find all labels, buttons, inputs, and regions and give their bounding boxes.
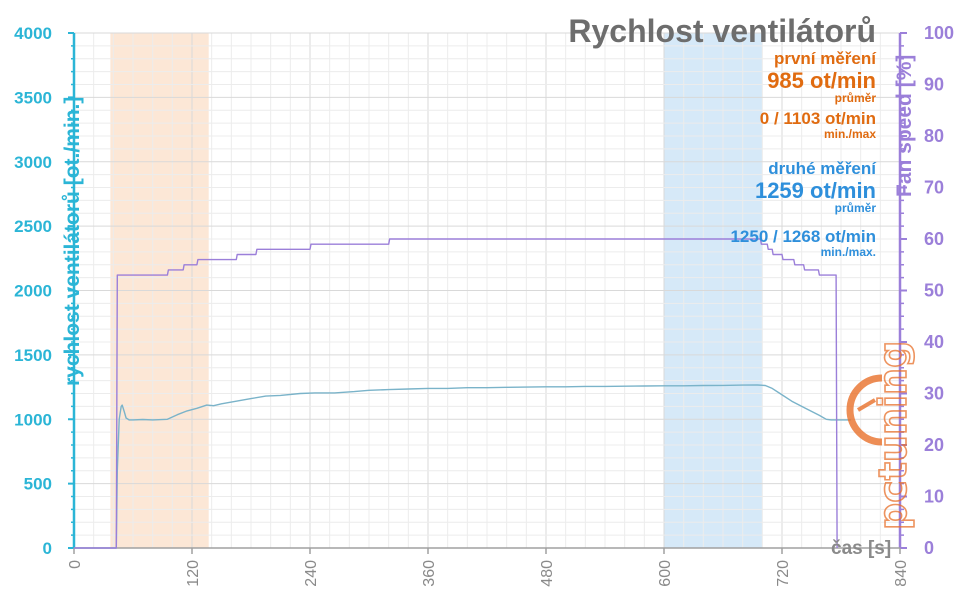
first-heading: první měření [774, 49, 877, 68]
y-tick-right-label: 20 [924, 435, 944, 455]
tick-labels: 0500100015002000250030003500400001020304… [14, 23, 954, 587]
logo-needle-icon [856, 398, 877, 412]
y-tick-left-label: 4000 [14, 24, 52, 43]
y-tick-left-label: 500 [24, 475, 52, 494]
y-tick-right-label: 30 [924, 384, 944, 404]
y-axis-right-label: Fan speed [%] [893, 55, 916, 197]
second-heading: druhé měření [768, 159, 877, 178]
first-minmax-value: 0 / 1103 ot/min [760, 109, 876, 128]
y-tick-right-label: 40 [924, 332, 944, 352]
series [74, 238, 851, 549]
y-tick-right-label: 50 [924, 281, 944, 301]
series-line-percent [74, 238, 838, 549]
second-measurement-annotation: druhé měření 1259 ot/min průměr 1250 / 1… [730, 159, 877, 259]
x-tick-label: 720 [775, 560, 792, 587]
y-tick-right-label: 80 [924, 126, 944, 146]
x-tick-label: 120 [185, 560, 202, 587]
grid [73, 32, 901, 549]
first-avg-label: průměr [835, 91, 877, 105]
y-tick-right-label: 60 [924, 229, 944, 249]
y-tick-right-label: 10 [924, 487, 944, 507]
x-tick-label: 360 [421, 560, 438, 587]
first-minmax-label: min./max [824, 127, 876, 141]
chart-title: Rychlost ventilátorů [568, 13, 876, 49]
x-axis-label: čas [s] [831, 538, 891, 559]
y-tick-right-label: 70 [924, 178, 944, 198]
y-tick-left-label: 3500 [14, 88, 52, 107]
y-axis-left-label: rychlost ventilátorů [ot./min.] [61, 97, 84, 386]
series-line-rpm [74, 384, 851, 549]
y-tick-right-label: 0 [924, 538, 934, 558]
pctuning-logo: pctuning [846, 340, 916, 531]
logo-text: pctuning [871, 341, 915, 530]
x-tick-label: 840 [893, 560, 910, 587]
y-tick-left-label: 2500 [14, 217, 52, 236]
first-avg-value: 985 ot/min [767, 68, 876, 93]
x-tick-label: 0 [67, 560, 84, 569]
second-avg-value: 1259 ot/min [755, 178, 876, 203]
y-tick-left-label: 3000 [14, 153, 52, 172]
second-avg-label: průměr [835, 201, 877, 215]
logo-ring-icon [846, 374, 883, 446]
first-measurement-annotation: první měření 985 ot/min průměr 0 / 1103 … [760, 49, 877, 141]
y-tick-left-label: 2000 [14, 282, 52, 301]
x-tick-label: 240 [303, 560, 320, 587]
x-tick-label: 480 [539, 560, 556, 587]
y-tick-right-label: 90 [924, 75, 944, 95]
x-tick-label: 600 [657, 560, 674, 587]
y-tick-left-label: 1000 [14, 410, 52, 429]
y-tick-right-label: 100 [924, 23, 954, 43]
y-tick-left-label: 0 [43, 539, 52, 558]
second-minmax-label: min./max. [821, 245, 876, 259]
y-tick-left-label: 1500 [14, 346, 52, 365]
second-minmax-value: 1250 / 1268 ot/min [730, 227, 876, 246]
